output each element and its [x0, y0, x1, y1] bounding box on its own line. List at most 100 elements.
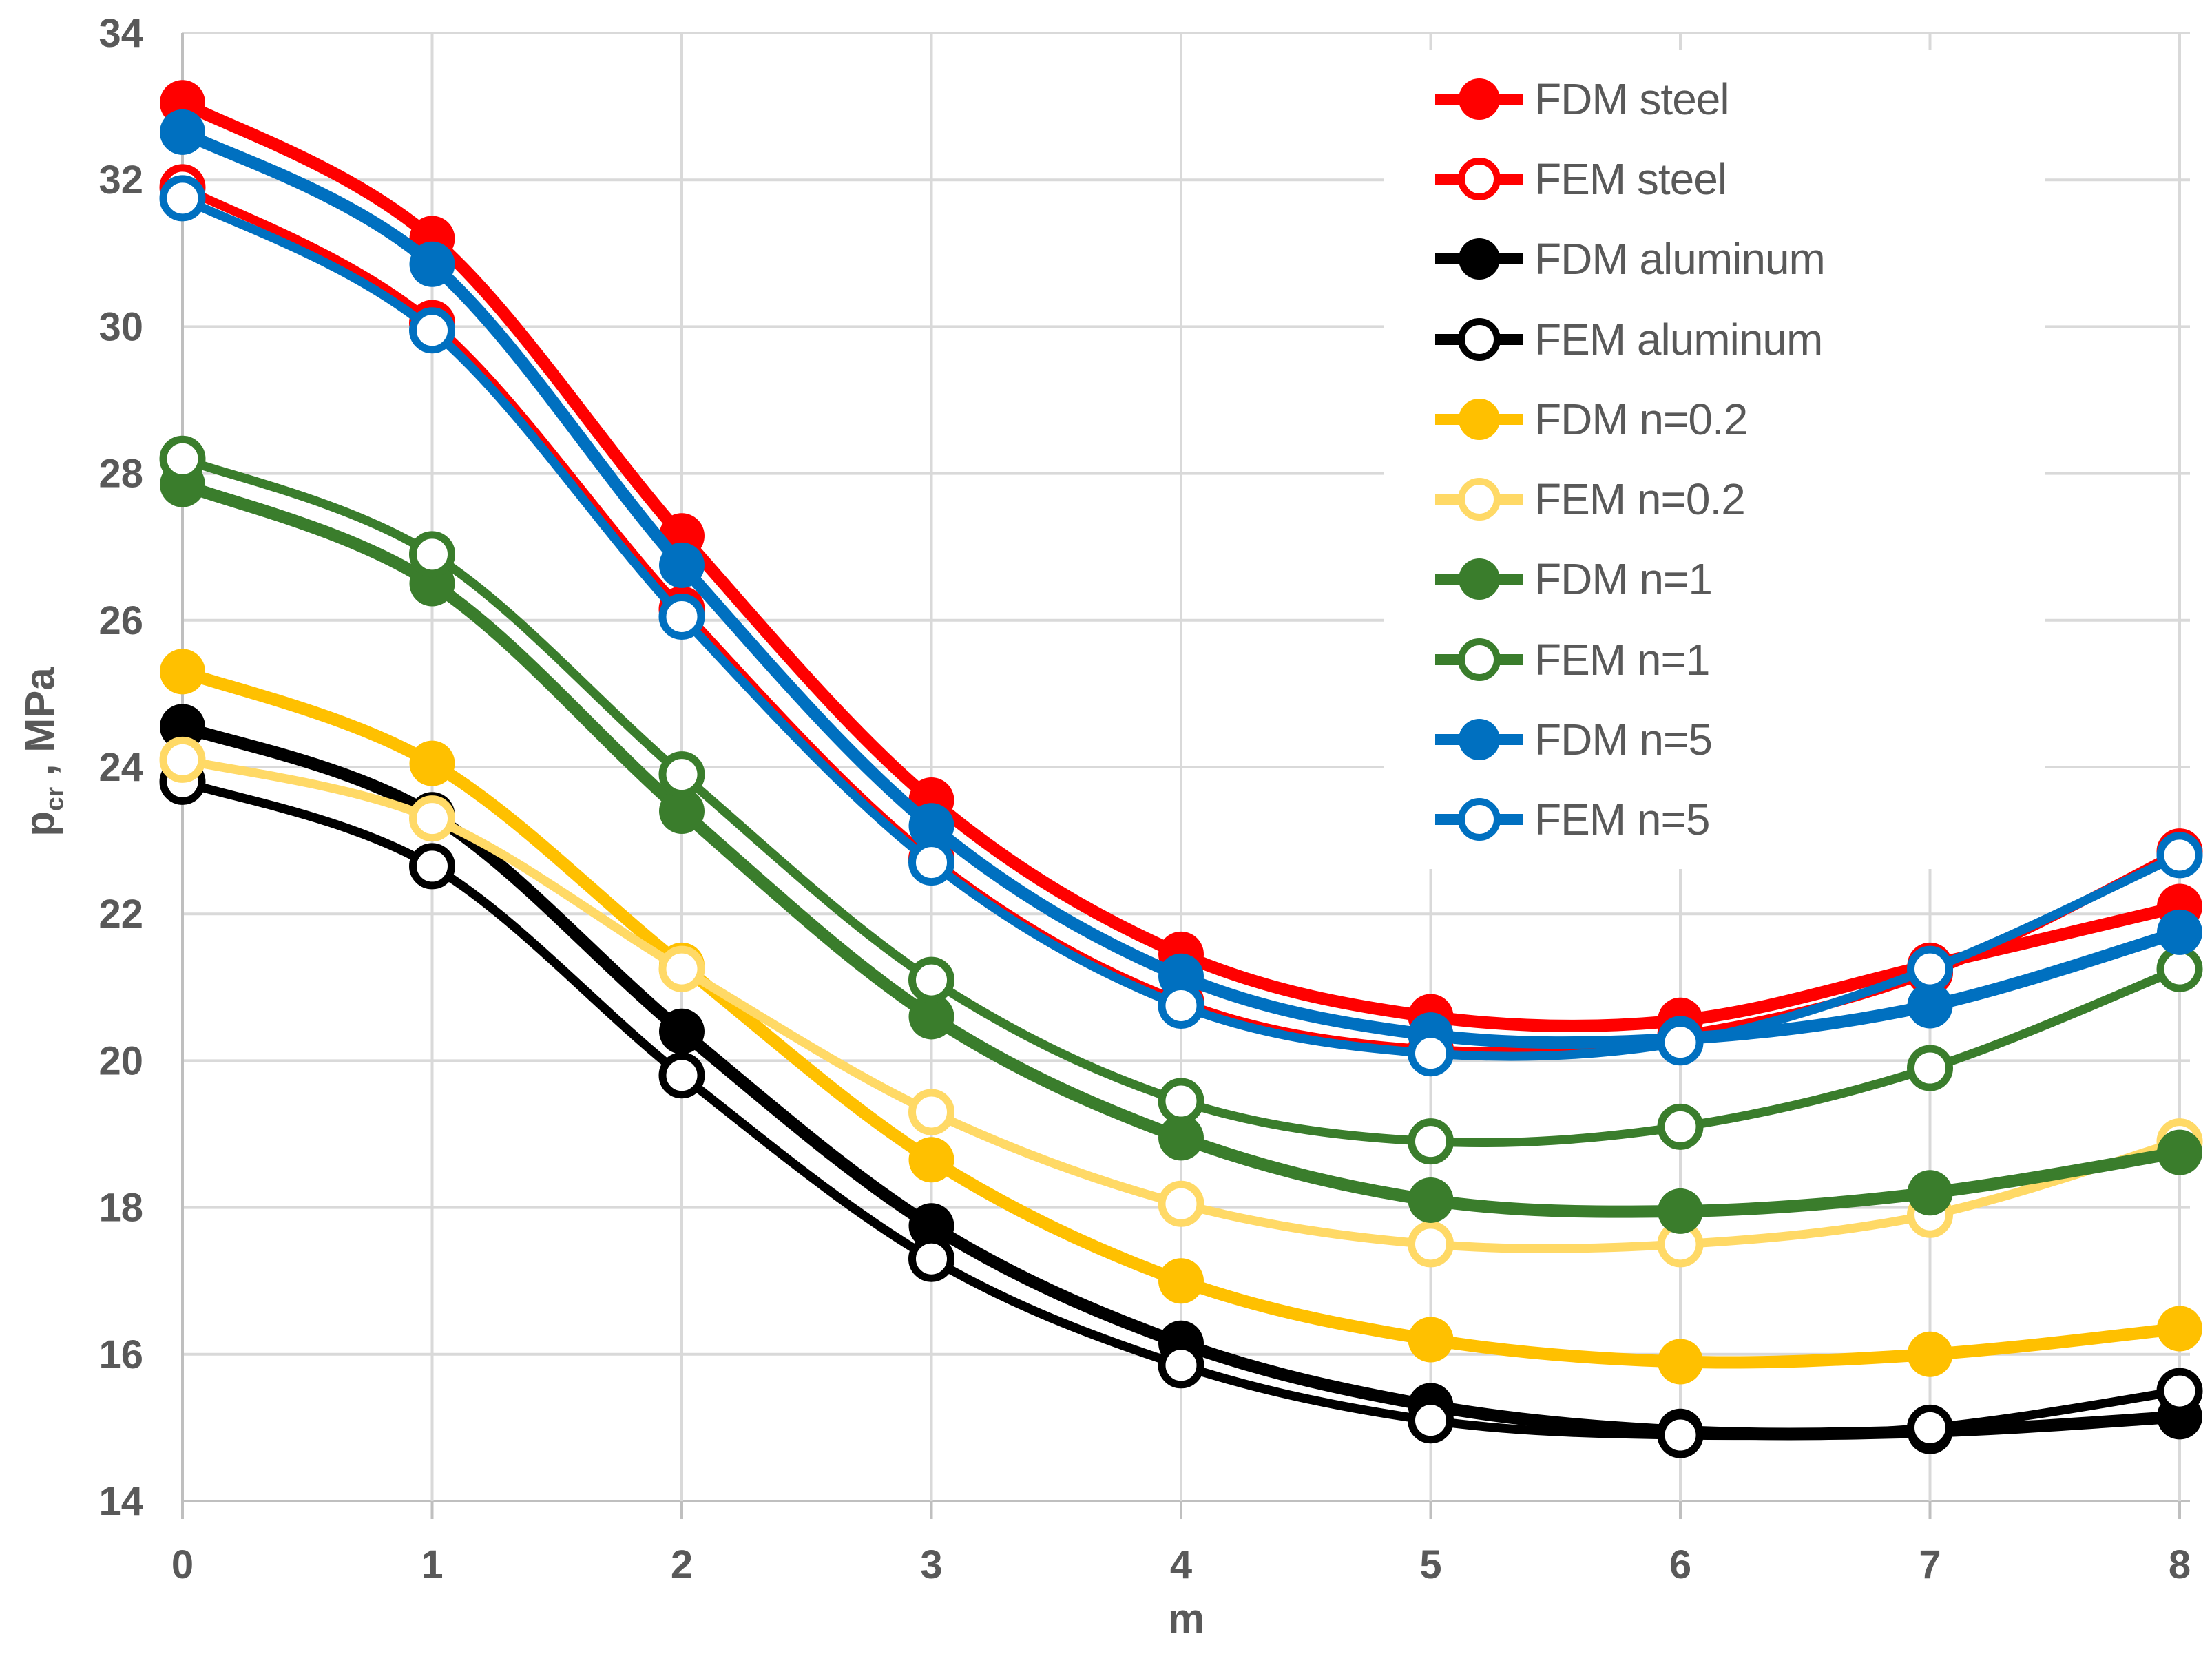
data-point-fem-n-0-2 [409, 795, 455, 842]
y-axis-title: pcr , MPa [17, 667, 69, 837]
data-point-fem-n-5 [2156, 832, 2203, 879]
data-point-fem-n-5 [1657, 1019, 1704, 1066]
data-point-fdm-aluminum [659, 1008, 705, 1054]
legend-marker-fdm-n5-icon [1434, 715, 1525, 764]
series-fem-n-5 [159, 175, 2203, 1077]
data-point-fdm-n-0-2 [1408, 1317, 1454, 1363]
data-point-fdm-n-1 [659, 788, 705, 834]
data-point-fem-aluminum [908, 1235, 954, 1282]
data-point-fem-n-1 [409, 531, 455, 578]
data-point-fem-n-1 [2156, 945, 2203, 992]
legend-line-icon [1435, 718, 1523, 760]
y-tick-label: 24 [98, 745, 143, 790]
x-tick-label: 7 [1919, 1542, 1941, 1587]
y-tick-label: 20 [98, 1038, 143, 1083]
data-point-fem-n-1 [1657, 1103, 1704, 1150]
data-point-fdm-n-0-2 [160, 649, 205, 695]
legend-label: FEM n=0.2 [1534, 474, 1746, 525]
data-point-fem-n-1 [908, 956, 954, 1003]
data-point-fem-n-0-2 [908, 1089, 954, 1135]
legend-line-icon [1435, 158, 1523, 201]
y-tick-label: 26 [98, 598, 143, 643]
legend-label: FDM n=1 [1534, 554, 1713, 605]
legend-marker-fem-n1-icon [1434, 636, 1525, 684]
x-tick-label: 2 [671, 1542, 693, 1587]
y-tick-label: 18 [98, 1186, 143, 1231]
legend-label: FEM aluminum [1534, 314, 1823, 364]
legend-line-icon [1435, 78, 1523, 120]
x-tick-label: 1 [421, 1542, 443, 1587]
legend-marker-fdm-steel-icon [1434, 75, 1525, 123]
legend-item-fem-n5: FEM n=5 [1434, 782, 2045, 857]
data-point-fdm-n-0-2 [908, 1137, 954, 1183]
x-tick-label: 3 [920, 1542, 942, 1587]
x-tick-label: 4 [1170, 1542, 1192, 1587]
legend-label: FEM n=1 [1534, 634, 1710, 684]
data-point-fem-n-5 [409, 307, 455, 354]
data-point-fdm-aluminum [160, 704, 205, 750]
series-line-fem-n-1 [178, 454, 2184, 1148]
y-tick-label: 34 [98, 11, 143, 56]
legend-item-fem-n1: FEM n=1 [1434, 622, 2045, 697]
data-point-fem-aluminum [409, 843, 455, 890]
data-point-fem-aluminum [1408, 1397, 1454, 1444]
data-point-fem-aluminum [1158, 1342, 1204, 1389]
legend-line-icon [1435, 558, 1523, 600]
data-point-fdm-n-1 [1158, 1115, 1204, 1161]
legend-item-fdm-n1: FDM n=1 [1434, 542, 2045, 616]
data-point-fem-aluminum [1907, 1404, 1953, 1451]
legend-marker-fdm-n02-icon [1434, 395, 1525, 443]
data-point-fem-n-0-2 [1408, 1221, 1454, 1268]
legend-line-icon [1435, 317, 1523, 361]
data-point-fem-n-0-2 [1158, 1180, 1204, 1227]
legend-label: FDM steel [1534, 74, 1730, 124]
y-tick-label: 32 [98, 158, 143, 202]
data-point-fem-n-1 [658, 751, 705, 798]
data-point-fdm-n-5 [659, 542, 705, 588]
data-point-fdm-n-5 [160, 109, 205, 155]
legend-item-fem-n02: FEM n=0.2 [1434, 462, 2045, 536]
data-point-fdm-n-1 [2157, 1129, 2202, 1175]
legend-item-fdm-n5: FDM n=5 [1434, 702, 2045, 777]
data-point-fdm-n-5 [908, 803, 954, 849]
legend-label: FEM n=5 [1534, 794, 1710, 844]
y-tick-label: 16 [98, 1332, 143, 1377]
data-point-fdm-n-0-2 [1658, 1339, 1703, 1385]
data-point-fem-n-5 [658, 593, 705, 640]
data-point-fem-n-1 [1158, 1078, 1204, 1124]
legend: FDM steel FEM steel FDM aluminum FEM alu… [1384, 50, 2045, 869]
data-point-fem-n-5 [1408, 1030, 1454, 1077]
data-point-fdm-n-1 [908, 994, 954, 1040]
series-line-fem-n-5 [178, 193, 2184, 1061]
legend-label: FDM n=5 [1534, 714, 1713, 764]
data-point-fem-aluminum [2156, 1368, 2203, 1414]
data-point-fem-n-1 [159, 435, 206, 482]
data-point-fdm-n-5 [1907, 983, 1953, 1029]
data-point-fdm-n-5 [409, 241, 455, 287]
series-line-fdm-n-5 [176, 125, 2186, 1049]
data-point-fdm-n-0-2 [1158, 1258, 1204, 1304]
data-point-fdm-n-5 [2157, 909, 2202, 955]
legend-line-icon [1435, 238, 1523, 280]
series-fem-n-0-2 [159, 736, 2203, 1268]
data-point-fem-n-5 [908, 839, 954, 886]
x-tick-label: 8 [2169, 1542, 2191, 1587]
data-point-fem-n-5 [159, 175, 206, 222]
series-line-fdm-steel [176, 96, 2186, 1032]
legend-label: FEM steel [1534, 154, 1727, 205]
legend-item-fdm-steel: FDM steel [1434, 62, 2045, 136]
legend-item-fem-steel: FEM steel [1434, 142, 2045, 216]
data-point-fem-n-1 [1907, 1045, 1953, 1091]
data-point-fem-n-0-2 [159, 736, 206, 783]
legend-label: FDM n=0.2 [1534, 394, 1748, 444]
data-point-fem-n-1 [1408, 1118, 1454, 1165]
legend-item-fem-aluminum: FEM aluminum [1434, 302, 2045, 377]
legend-line-icon [1435, 478, 1523, 521]
y-tick-label: 28 [98, 452, 143, 496]
legend-label: FDM aluminum [1534, 234, 1826, 284]
y-tick-label: 14 [98, 1479, 143, 1524]
